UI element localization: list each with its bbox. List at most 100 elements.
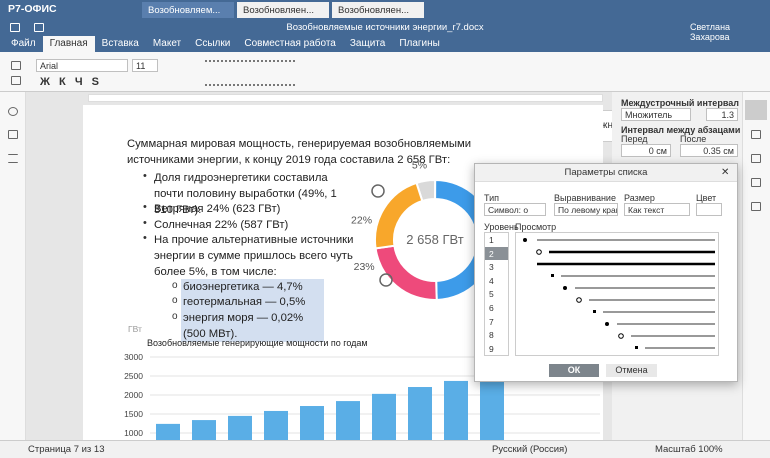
- section-title: Междустрочный интервал: [621, 98, 739, 108]
- menu-item[interactable]: Главная: [42, 36, 95, 52]
- level-item[interactable]: 6: [489, 302, 494, 313]
- level-item[interactable]: 7: [489, 316, 494, 327]
- bullet-text: Солнечная 22% (587 ГВт): [154, 218, 289, 231]
- bullet: •: [143, 201, 147, 213]
- field-label: Тип: [484, 193, 500, 203]
- y-tick-label: 1000: [124, 428, 143, 438]
- data-label: 23%: [354, 261, 375, 273]
- sub-bullet-text: энергия моря — 0,02% (500 МВт).: [181, 309, 324, 342]
- ruler: [88, 94, 603, 102]
- align-select[interactable]: По левому краю: [554, 203, 618, 216]
- search-icon[interactable]: [8, 107, 18, 116]
- bullet: •: [143, 232, 147, 244]
- field-label: Размер: [624, 193, 655, 203]
- paste-icon[interactable]: [11, 76, 21, 85]
- bullet-text: Доля гидроэнергетики составила почти пол…: [154, 172, 337, 216]
- after-input[interactable]: 0.35 см: [680, 144, 738, 157]
- nav-icon[interactable]: [8, 154, 18, 163]
- image-icon[interactable]: [751, 154, 761, 163]
- ok-button[interactable]: ОК: [549, 364, 599, 377]
- print-icon[interactable]: [10, 23, 20, 32]
- y-tick-label: 2000: [124, 390, 143, 400]
- donut-center-label: 2 658 ГВт: [406, 232, 463, 247]
- menu-item[interactable]: Совместная работа: [244, 38, 336, 49]
- sub-bullet: o: [172, 295, 178, 306]
- zoom[interactable]: Масштаб 100%: [655, 444, 723, 455]
- cancel-button[interactable]: Отмена: [606, 364, 657, 377]
- level-item[interactable]: 8: [489, 330, 494, 341]
- font-select[interactable]: Arial: [36, 59, 128, 72]
- format-buttons[interactable]: ЖКЧS: [40, 76, 108, 88]
- header-icon[interactable]: [751, 178, 761, 187]
- section-title: Интервал между абзацами: [621, 125, 741, 135]
- chart-title: Возобновляемые генерирующие мощности по …: [147, 338, 368, 348]
- before-input[interactable]: 0 см: [621, 144, 671, 157]
- document-tab[interactable]: Возобновляен...: [332, 2, 424, 18]
- sub-bullet: o: [172, 310, 178, 322]
- field-label: Просмотр: [515, 222, 557, 232]
- copy-icon[interactable]: [11, 61, 21, 70]
- right-sidebar: [742, 92, 770, 440]
- sub-bullet: o: [172, 279, 178, 291]
- bullet-text: На прочие альтернативные источники энерг…: [154, 234, 354, 278]
- size-select[interactable]: 11: [132, 59, 158, 72]
- field-label: Перед: [621, 134, 648, 144]
- paragraph-tab[interactable]: [745, 100, 767, 120]
- status-bar: Страница 7 из 13 Русский (Россия) Масшта…: [0, 440, 770, 458]
- page-count: Страница 7 из 13: [28, 444, 105, 455]
- menu: Файл Главная Вставка Макет Ссылки Совместная …: [0, 36, 447, 52]
- bullet: •: [143, 170, 147, 182]
- spacing-value[interactable]: 1.3: [706, 108, 738, 121]
- menu-item[interactable]: Ссылки: [195, 38, 231, 49]
- level-item[interactable]: 3: [489, 262, 494, 273]
- axis-unit: ГВт: [128, 324, 142, 334]
- menu-item[interactable]: Плагины: [399, 38, 440, 49]
- paragraph: Суммарная мировая мощность, генерируемая…: [127, 138, 472, 166]
- y-tick-label: 1500: [124, 409, 143, 419]
- field-label: Выравнивание: [554, 193, 616, 203]
- data-label: 5%: [412, 159, 427, 171]
- menu-item[interactable]: Макет: [152, 38, 182, 49]
- level-item[interactable]: 2: [485, 246, 508, 261]
- document-title: Возобновляемые источники энергии_r7.docx: [286, 22, 484, 33]
- chart-icon[interactable]: [751, 202, 761, 211]
- spacing-mode[interactable]: Множитель: [621, 108, 691, 121]
- level-item[interactable]: 1: [489, 235, 494, 245]
- y-tick-label: 3000: [124, 352, 143, 362]
- document-tab[interactable]: Возобновляен...: [237, 2, 329, 18]
- preview: [515, 232, 719, 356]
- level-item[interactable]: 5: [489, 289, 494, 300]
- table-icon[interactable]: [751, 130, 761, 139]
- close-button[interactable]: ✕: [721, 167, 730, 178]
- color-select[interactable]: [696, 203, 722, 216]
- menu-item[interactable]: Вставка: [101, 38, 139, 49]
- list-settings-dialog: Параметры списка ✕ Тип Выравнивание Разм…: [474, 163, 738, 382]
- level-item[interactable]: 9: [489, 343, 494, 354]
- save-icon[interactable]: [34, 23, 44, 32]
- comment-icon[interactable]: [8, 130, 18, 139]
- header: Р7-ОФИС Возобновляем... Возобновляен... Во…: [0, 0, 770, 52]
- logo: Р7-ОФИС: [8, 3, 57, 15]
- menu-item[interactable]: Защита: [349, 38, 386, 49]
- menu-item[interactable]: Файл: [11, 38, 36, 49]
- donut-segment: [374, 244, 438, 301]
- bullet: •: [143, 216, 147, 229]
- language[interactable]: Русский (Россия): [492, 444, 568, 455]
- type-select[interactable]: Символ: о: [484, 203, 546, 216]
- turbine-icon: [379, 273, 393, 287]
- field-label: Уровень: [484, 222, 519, 232]
- level-item[interactable]: 4: [489, 275, 494, 286]
- dialog-title: Параметры списка: [475, 164, 737, 182]
- bullet-text: Ветряная 24% (623 ГВт): [154, 203, 281, 215]
- document-tab[interactable]: Возобновляем...: [142, 2, 234, 18]
- data-label: 22%: [351, 214, 372, 226]
- paragraph-buttons[interactable]: [205, 60, 295, 86]
- user-name[interactable]: Светлана Захарова: [690, 22, 731, 42]
- y-tick-label: 2500: [124, 371, 143, 381]
- size-select[interactable]: Как текст: [624, 203, 690, 216]
- donut-segment: [374, 181, 424, 250]
- field-label: Цвет: [696, 193, 717, 203]
